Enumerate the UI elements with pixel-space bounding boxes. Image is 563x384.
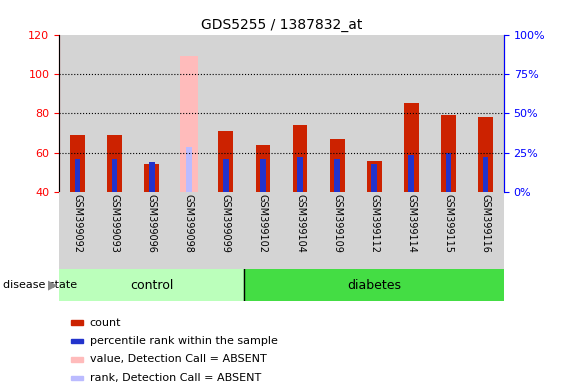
Text: GSM399093: GSM399093	[110, 194, 120, 252]
Bar	[467, 35, 504, 192]
Bar	[133, 35, 171, 192]
Bar	[207, 192, 244, 269]
Bar	[297, 157, 303, 192]
Text: GSM399115: GSM399115	[443, 194, 453, 253]
Bar	[71, 376, 83, 380]
Text: diabetes: diabetes	[347, 279, 401, 291]
Bar	[282, 35, 319, 192]
Bar	[96, 35, 133, 192]
Text: GSM399116: GSM399116	[480, 194, 490, 252]
Text: GSM399092: GSM399092	[73, 194, 83, 253]
Text: GSM399109: GSM399109	[332, 194, 342, 252]
Bar	[244, 35, 282, 192]
Text: disease state: disease state	[3, 280, 77, 290]
Bar	[256, 145, 270, 192]
Bar	[133, 192, 171, 269]
Bar	[70, 135, 85, 192]
Bar	[393, 35, 430, 192]
Bar	[71, 357, 83, 362]
Text: GSM399099: GSM399099	[221, 194, 231, 252]
Bar	[404, 103, 419, 192]
Bar	[244, 269, 504, 301]
Bar	[223, 159, 229, 192]
Bar	[71, 320, 83, 324]
Bar	[430, 192, 467, 269]
Bar	[356, 192, 393, 269]
Bar	[319, 192, 356, 269]
Bar	[149, 162, 155, 192]
Text: ▶: ▶	[47, 278, 57, 291]
Bar	[75, 159, 81, 192]
Text: control: control	[130, 279, 173, 291]
Text: GSM399112: GSM399112	[369, 194, 379, 253]
Bar	[330, 139, 345, 192]
Text: value, Detection Call = ABSENT: value, Detection Call = ABSENT	[90, 354, 266, 364]
Bar	[59, 35, 96, 192]
Bar	[260, 159, 266, 192]
Bar	[408, 155, 414, 192]
Bar	[244, 192, 282, 269]
Text: GSM399096: GSM399096	[147, 194, 157, 252]
Bar	[96, 192, 133, 269]
Bar	[441, 115, 455, 192]
Bar	[186, 147, 191, 192]
Bar	[207, 35, 244, 192]
Bar	[59, 192, 96, 269]
Bar	[282, 192, 319, 269]
Bar	[482, 157, 488, 192]
Bar	[293, 125, 307, 192]
Bar	[393, 192, 430, 269]
Bar	[112, 159, 118, 192]
Bar	[467, 192, 504, 269]
Bar	[445, 153, 451, 192]
Bar	[144, 164, 159, 192]
Bar	[218, 131, 233, 192]
Text: rank, Detection Call = ABSENT: rank, Detection Call = ABSENT	[90, 373, 261, 383]
Text: GSM399098: GSM399098	[184, 194, 194, 252]
Text: GSM399102: GSM399102	[258, 194, 268, 253]
Bar	[356, 35, 393, 192]
Bar	[171, 35, 207, 192]
Bar	[367, 161, 382, 192]
Bar	[108, 135, 122, 192]
Text: GSM399114: GSM399114	[406, 194, 416, 252]
Text: count: count	[90, 318, 121, 328]
Bar	[430, 35, 467, 192]
Text: GSM399104: GSM399104	[295, 194, 305, 252]
Bar	[319, 35, 356, 192]
Bar	[372, 164, 377, 192]
Bar	[171, 192, 207, 269]
Bar	[180, 56, 198, 192]
Bar	[59, 269, 244, 301]
Bar	[71, 339, 83, 343]
Bar	[334, 159, 340, 192]
Bar	[478, 117, 493, 192]
Text: percentile rank within the sample: percentile rank within the sample	[90, 336, 278, 346]
Title: GDS5255 / 1387832_at: GDS5255 / 1387832_at	[201, 18, 362, 32]
